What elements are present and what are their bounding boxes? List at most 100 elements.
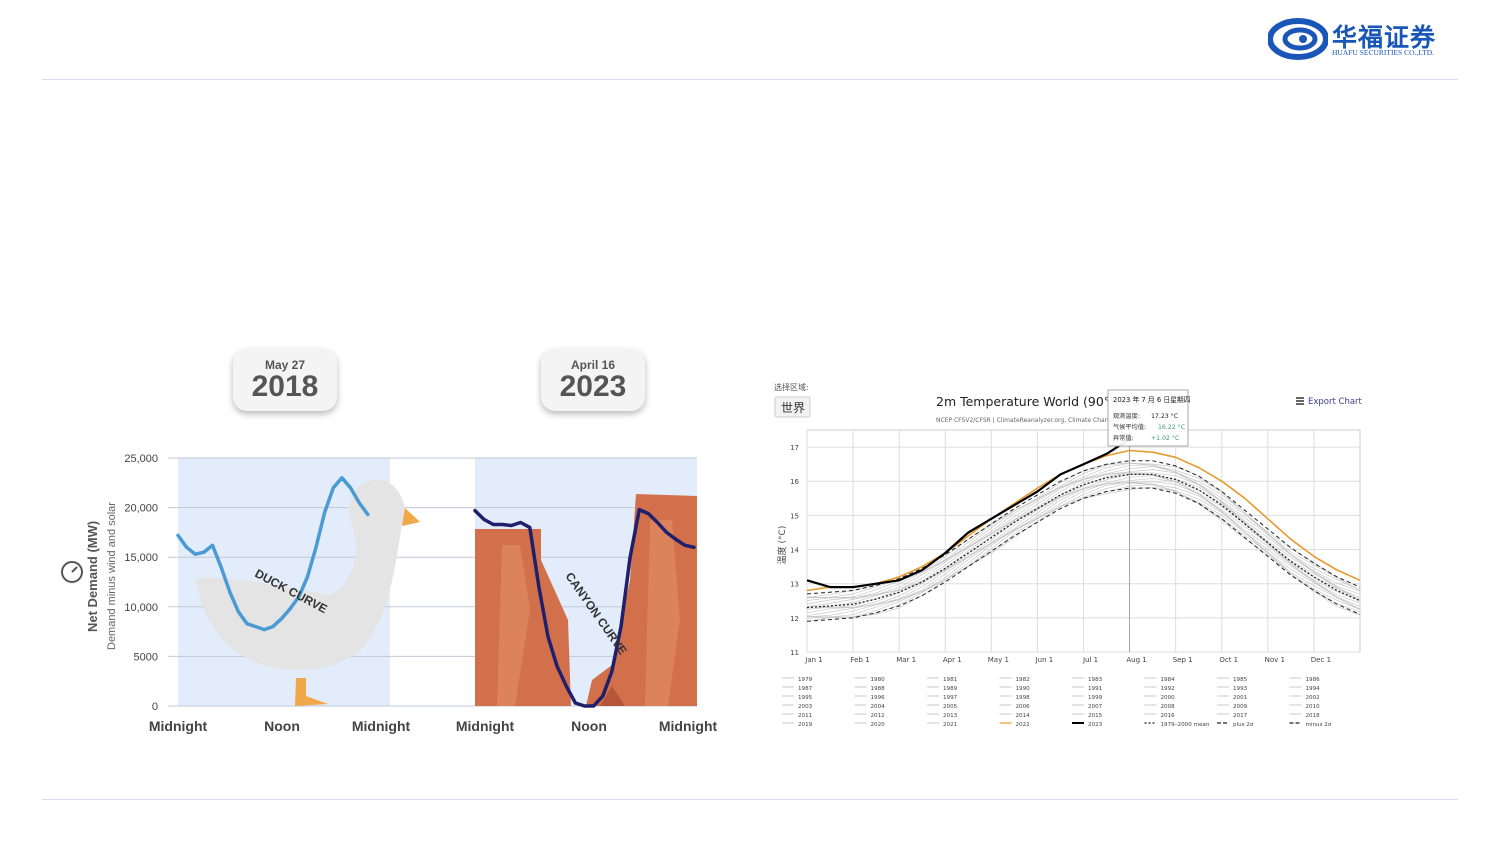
footer-rule bbox=[42, 799, 1458, 800]
date-badge-2018: May 27 2018 bbox=[233, 349, 337, 411]
legend-label: 2012 bbox=[871, 713, 885, 719]
y-tick-label: 11 bbox=[790, 649, 799, 657]
legend-label: 2002 bbox=[1306, 695, 1320, 701]
export-chart-button[interactable]: Export Chart bbox=[1290, 393, 1363, 409]
legend-label: 1992 bbox=[1161, 686, 1175, 692]
tooltip-row-value: 16.22 °C bbox=[1158, 423, 1185, 431]
legend-label: 1990 bbox=[1016, 686, 1031, 692]
legend-label: 2019 bbox=[798, 722, 813, 728]
legend-label: 2023 bbox=[1088, 722, 1103, 728]
legend-label: 1979–2000 mean bbox=[1161, 722, 1210, 728]
series-line bbox=[806, 473, 1361, 609]
legend-label: 2000 bbox=[1161, 695, 1176, 701]
y-tick-label: 0 bbox=[152, 701, 158, 713]
x-tick-label: Jan 1 bbox=[804, 656, 822, 664]
legend-label: 1987 bbox=[798, 686, 813, 692]
date-badge-2023: April 16 2023 bbox=[541, 349, 645, 411]
y-tick-label: 13 bbox=[790, 581, 799, 589]
legend-label: 1980 bbox=[871, 677, 886, 683]
logo-name-en: HUAFU SECURITIES CO.,LTD. bbox=[1332, 48, 1435, 57]
y-tick-label: 17 bbox=[790, 444, 799, 452]
huafu-logo-icon bbox=[1268, 18, 1328, 60]
legend-label: 2008 bbox=[1161, 704, 1176, 710]
date-badge-date: April 16 bbox=[570, 358, 615, 372]
net-demand-ylabel: Net Demand (MW) bbox=[85, 521, 100, 632]
x-tick-label: Dec 1 bbox=[1311, 656, 1331, 664]
tooltip-title: 2023 年 7 月 6 日星期四 bbox=[1113, 395, 1191, 404]
x-tick-label: Aug 1 bbox=[1126, 656, 1146, 664]
net-demand-ylabel-sub: Demand minus wind and solar bbox=[106, 502, 118, 650]
date-badge-date: May 27 bbox=[264, 358, 306, 372]
menu-icon bbox=[1296, 397, 1304, 405]
legend-label: 1983 bbox=[1088, 677, 1103, 683]
legend-label: 2022 bbox=[1016, 722, 1030, 728]
tooltip-row-label: 异常值: bbox=[1113, 434, 1134, 442]
legend-label: 2005 bbox=[943, 704, 958, 710]
x-tick-label: Apr 1 bbox=[943, 656, 962, 664]
x-tick-label: Midnight bbox=[456, 718, 515, 734]
x-tick-label: May 1 bbox=[988, 656, 1009, 664]
x-tick-label: Feb 1 bbox=[851, 656, 870, 664]
legend-label: 1989 bbox=[943, 686, 958, 692]
x-tick-label: Midnight bbox=[149, 718, 208, 734]
legend-label: 2018 bbox=[1306, 713, 1321, 719]
y-axis-label: 温度 (°C) bbox=[776, 526, 788, 565]
tooltip-box bbox=[1107, 389, 1189, 447]
legend-label: 1991 bbox=[1088, 686, 1103, 692]
chart-subtitle: NCEP CFSV2/CFSR | ClimateReanalyzer.org,… bbox=[936, 417, 1116, 424]
y-tick-label: 5000 bbox=[134, 651, 158, 663]
y-tick-label: 12 bbox=[790, 615, 799, 623]
logo-name-cn: 华福证券 bbox=[1332, 23, 1437, 52]
legend-label: 1994 bbox=[1306, 686, 1321, 692]
legend-label: 2001 bbox=[1233, 695, 1248, 701]
series-line bbox=[176, 476, 370, 632]
legend-label: 2013 bbox=[943, 713, 958, 719]
y-tick-label: 15 bbox=[790, 512, 799, 520]
x-tick-label: Noon bbox=[264, 718, 300, 734]
x-tick-label: Mar 1 bbox=[896, 656, 916, 664]
legend-label: 2011 bbox=[798, 713, 813, 719]
y-tick-label: 14 bbox=[790, 547, 799, 555]
duck-illustration bbox=[196, 479, 420, 706]
legend-label: 2015 bbox=[1088, 713, 1103, 719]
tooltip-row-value: +1.02 °C bbox=[1151, 434, 1179, 442]
region-select-label: 选择区域: bbox=[774, 382, 809, 392]
x-tick-label: Midnight bbox=[659, 718, 718, 734]
y-tick-label: 25,000 bbox=[124, 453, 158, 465]
region-select[interactable] bbox=[774, 396, 811, 418]
tooltip-row-value: 17.23 °C bbox=[1151, 412, 1178, 420]
legend-label: 1997 bbox=[943, 695, 958, 701]
legend-label: 1998 bbox=[1016, 695, 1031, 701]
series-line bbox=[806, 460, 1361, 595]
tooltip-row-label: 气候平均值: bbox=[1113, 423, 1146, 431]
legend-label: 2003 bbox=[798, 704, 813, 710]
legend-label: 2004 bbox=[871, 704, 886, 710]
y-tick-label: 15,000 bbox=[124, 552, 158, 564]
chart-title: 2m Temperature World (90°S–90°N) bbox=[936, 394, 1161, 409]
series-line bbox=[473, 507, 696, 708]
legend-label: 2021 bbox=[943, 722, 958, 728]
series-line bbox=[806, 487, 1361, 622]
x-tick-label: Sep 1 bbox=[1173, 656, 1193, 664]
legend-label: 1982 bbox=[1016, 677, 1030, 683]
x-tick-label: Midnight bbox=[352, 718, 411, 734]
legend-label: 2017 bbox=[1233, 713, 1248, 719]
canyon-illustration bbox=[475, 494, 697, 706]
legend-label: minus 2σ bbox=[1306, 722, 1332, 728]
legend-label: 2020 bbox=[871, 722, 886, 728]
legend-label: 1988 bbox=[871, 686, 886, 692]
tooltip: 2023 年 7 月 6 日星期四 观测温度: 17.23 °C 气候平均值: … bbox=[1107, 389, 1191, 447]
y-tick-label: 16 bbox=[790, 478, 799, 486]
region-select-value: 世界 bbox=[781, 401, 805, 415]
x-tick-label: Nov 1 bbox=[1265, 656, 1285, 664]
legend-label: 1995 bbox=[798, 695, 813, 701]
gauge-icon bbox=[61, 561, 83, 583]
tooltip-row-label: 观测温度: bbox=[1113, 412, 1140, 420]
header-rule bbox=[42, 79, 1458, 80]
legend-label: 1979 bbox=[798, 677, 813, 683]
x-tick-label: Oct 1 bbox=[1219, 656, 1238, 664]
legend-label: 1984 bbox=[1161, 677, 1176, 683]
legend-label: plus 2σ bbox=[1233, 722, 1254, 728]
date-badge-year: 2018 bbox=[251, 370, 319, 403]
